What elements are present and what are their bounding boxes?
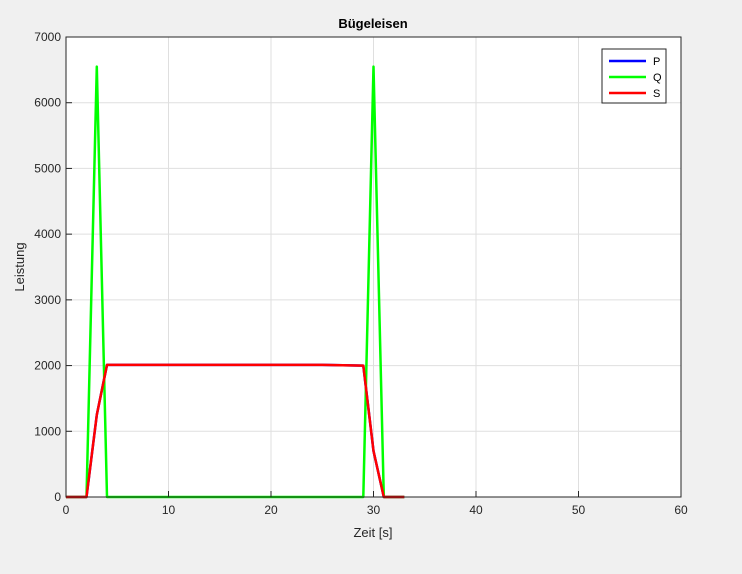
y-tick-label: 0 [54,490,61,504]
x-tick-label: 50 [572,503,586,517]
x-tick-label: 20 [264,503,278,517]
x-tick-label: 0 [63,503,70,517]
chart-title: Bügeleisen [338,16,407,31]
y-tick-label: 1000 [34,424,61,438]
y-tick-label: 5000 [34,161,61,175]
y-axis-label: Leistung [12,242,27,291]
x-tick-label: 30 [367,503,381,517]
legend-label: Q [653,72,662,84]
x-axis-label: Zeit [s] [353,525,392,540]
legend-label: S [653,88,660,100]
y-tick-label: 2000 [34,359,61,373]
legend: PQS [601,48,667,104]
legend-label: P [653,56,660,68]
x-tick-label: 10 [162,503,176,517]
y-tick-label: 6000 [34,96,61,110]
series-line-s [66,363,405,499]
ticks: 0 10 20 30 40 50 60 0 1000 2000 3000 4000 5000 6000 70… [34,30,688,517]
y-tick-label: 3000 [34,293,61,307]
x-tick-label: 60 [674,503,688,517]
y-tick-label: 4000 [34,227,61,241]
x-tick-label: 40 [469,503,483,517]
y-tick-label: 7000 [34,30,61,44]
